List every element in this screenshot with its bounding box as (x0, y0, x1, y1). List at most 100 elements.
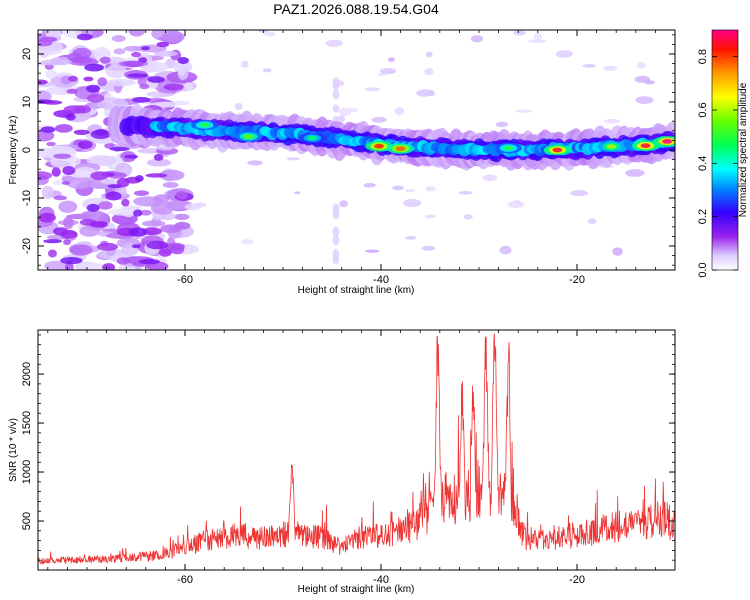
spectrogram-blob-262 (61, 181, 71, 185)
spectrogram-blob-388 (425, 214, 436, 218)
spectrogram-blob-323 (55, 123, 73, 133)
spectrogram-blob-140 (105, 64, 127, 79)
colorbar-tick-label-0.6: 0.6 (697, 102, 709, 117)
spectrogram-blob-333 (42, 100, 63, 105)
spectrogram-blob-311 (109, 146, 130, 152)
colorbar-scale (711, 29, 739, 271)
spectrogram-blob-277 (141, 46, 150, 51)
snr-frame (37, 329, 676, 571)
spectrogram-blob-273 (102, 263, 116, 270)
spectrogram-blob-331 (53, 153, 72, 159)
spectrogram-blob-969 (307, 135, 318, 141)
spectrogram-blob-414 (513, 200, 521, 204)
spectrogram-blob-391 (555, 50, 573, 58)
spectrogram-blob-179 (158, 169, 185, 181)
ytick-label--20: -20 (21, 238, 33, 254)
spectrogram-blob-360 (234, 102, 243, 111)
spectrogram-blob-216 (69, 244, 93, 256)
spectrogram-blob-398 (587, 218, 597, 225)
spectrogram-blob-390 (527, 39, 547, 43)
spectrogram-blob-338 (63, 105, 86, 114)
spectrogram-blob-340 (38, 39, 53, 47)
spectrogram-blob-408 (416, 89, 434, 97)
spectrogram-blob-951 (640, 143, 651, 149)
spectrogram-blob-412 (241, 60, 249, 68)
xtick-label--20: -20 (569, 274, 585, 286)
spectrogram-blob-295 (133, 209, 143, 217)
spectrogram-blob-289 (127, 73, 149, 78)
spectrogram-blob-302 (163, 83, 184, 91)
spectrogram-blob-350 (365, 87, 381, 92)
spectrogram-blob-213 (174, 213, 190, 221)
colorbar-label: Normalized spectral amplitude (738, 82, 749, 217)
spectrogram-blob-422 (332, 234, 340, 246)
ytick-label--10: -10 (21, 190, 33, 206)
spectrogram-blob-293 (175, 190, 188, 200)
spectrogram-blob-18 (44, 260, 68, 270)
xtick-label--60: -60 (177, 574, 193, 586)
spectrogram-blob-285 (87, 93, 105, 103)
spectrogram-blob-300 (46, 141, 56, 147)
spectrogram-blob-378 (582, 64, 597, 68)
spectrogram-blob-170 (161, 31, 185, 43)
spectrogram-blob-347 (90, 171, 109, 181)
spectrogram-blob-365 (425, 186, 436, 192)
spectrogram-blob-404 (635, 96, 654, 104)
ytick-label-500: 500 (21, 512, 33, 530)
spectrogram-blob-281 (53, 195, 68, 201)
spectrogram-blob-264 (84, 63, 104, 72)
spectrogram-blob-330 (177, 57, 189, 64)
spectrogram-blob-379 (570, 190, 588, 197)
spectrogram-blob-326 (117, 177, 130, 188)
spectrogram-blob-278 (145, 173, 168, 178)
spectrogram-blob-405 (394, 107, 405, 116)
spectrogram-blob-942 (374, 143, 384, 149)
spectrogram-blob-328 (135, 175, 144, 182)
spectrogram-blob-77 (111, 35, 126, 42)
spectrogram-blob-415 (264, 31, 276, 37)
spectrogram-blob-201 (139, 83, 150, 90)
spectrogram-blob-344 (116, 257, 130, 265)
spectrogram-blob-314 (62, 166, 76, 175)
spectrogram-blob-435 (332, 77, 340, 85)
colorbar-tick-label-0.4: 0.4 (697, 156, 709, 171)
spectrogram-blob-343 (66, 88, 78, 94)
spectrogram-blob-266 (68, 75, 78, 82)
ytick-label-2000: 2000 (21, 362, 33, 386)
spectrogram-blob-364 (325, 39, 344, 47)
spectrogram-blob-387 (470, 35, 484, 43)
xtick-label--40: -40 (373, 274, 389, 286)
spectrogram-blob-206 (121, 205, 136, 218)
spectrogram-blob-341 (128, 227, 148, 237)
spectrogram-panel: -60 -40 -20 -20 -10 0 10 20 Height of straight … (8, 29, 676, 296)
spectrogram-blob-348 (96, 242, 119, 251)
spectrogram-blob-297 (86, 203, 100, 212)
spectrogram-blob-299 (76, 33, 93, 41)
spectrogram-blob-283 (105, 191, 122, 201)
spectrogram-blob-126 (98, 201, 113, 210)
spectrogram-blob-381 (183, 82, 194, 91)
snr-xlabel: Height of straight line (km) (298, 584, 415, 595)
spectrogram-blob-345 (146, 240, 169, 250)
spectrogram-blob-413 (404, 236, 417, 240)
spectrogram-blob-243 (50, 56, 73, 66)
snr-line (38, 333, 675, 566)
spectrogram-blob-241 (38, 171, 53, 180)
spectrogram-blob-149 (38, 129, 55, 142)
spectrogram-blob-957 (606, 144, 617, 150)
spectrogram-blob-41 (52, 180, 64, 186)
spectrogram-blob-141 (128, 30, 145, 37)
spectrogram-blob-32 (104, 142, 116, 149)
spectrogram-blob-966 (199, 122, 210, 128)
spectrogram-blob-203 (115, 216, 135, 224)
spectrogram-blob-324 (147, 76, 165, 83)
spectrogram-blob-327 (131, 51, 142, 58)
spectrogram-blob-248 (110, 61, 120, 68)
spectrogram-blob-117 (139, 209, 152, 216)
spectrogram-blob-276 (131, 244, 141, 249)
spectrogram-blob-279 (132, 96, 151, 103)
spectrogram-blob-418 (625, 169, 645, 177)
ytick-label-1500: 1500 (21, 411, 33, 435)
colorbar: 0.0 0.2 0.4 0.6 0.8 Normalized spectral ampl… (697, 29, 749, 278)
spectrogram-blob-339 (83, 76, 94, 82)
